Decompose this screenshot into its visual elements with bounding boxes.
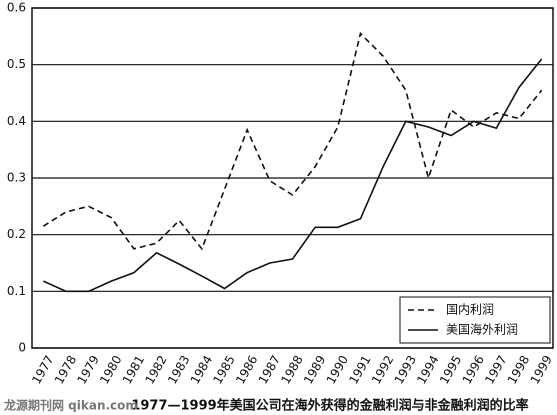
x-tick-label: 1993: [392, 353, 419, 386]
x-tick-label: 1978: [52, 353, 79, 386]
x-tick-label: 1996: [460, 353, 487, 386]
x-tick-label: 1997: [482, 353, 509, 386]
x-tick-label: 1995: [437, 353, 464, 386]
x-tick-label: 1982: [142, 353, 169, 386]
x-tick-label: 1979: [74, 353, 101, 386]
x-tick-label: 1987: [256, 353, 283, 386]
data-line: [42, 31, 543, 251]
x-tick-label: 1983: [165, 353, 192, 386]
x-tick-label: 1991: [346, 353, 373, 386]
x-tick-label: 1992: [369, 353, 396, 386]
x-tick-label: 1988: [278, 353, 305, 386]
y-tick-label: 0.5: [7, 57, 26, 71]
y-tick-label: 0: [18, 341, 26, 355]
x-tick-label: 1986: [233, 353, 260, 386]
y-tick-label: 0.1: [7, 284, 26, 298]
watermark: 龙源期刊网 qikan.com: [4, 398, 138, 413]
x-tick-label: 1998: [505, 353, 532, 386]
y-tick-label: 0.2: [7, 227, 26, 241]
x-tick-label: 1977: [29, 353, 56, 386]
legend-label: 国内利润: [446, 303, 494, 317]
legend-label: 美国海外利润: [446, 322, 518, 337]
data-line: [42, 58, 543, 293]
x-tick-label: 1980: [97, 353, 124, 386]
y-tick-label: 0.4: [7, 114, 26, 128]
x-tick-label: 1990: [324, 353, 351, 386]
chart-title: 1977—1999年美国公司在海外获得的金融利润与非金融利润的比率: [131, 398, 528, 414]
legend-box: [399, 296, 551, 344]
x-tick-label: 1981: [120, 353, 147, 386]
x-tick-label: 1999: [528, 353, 555, 386]
x-tick-label: 1985: [210, 353, 237, 386]
x-tick-label: 1989: [301, 353, 328, 386]
y-tick-label: 0.3: [7, 171, 26, 185]
x-tick-label: 1984: [188, 353, 215, 386]
x-tick-label: 1994: [414, 353, 441, 386]
y-tick-label: 0.6: [7, 1, 26, 15]
